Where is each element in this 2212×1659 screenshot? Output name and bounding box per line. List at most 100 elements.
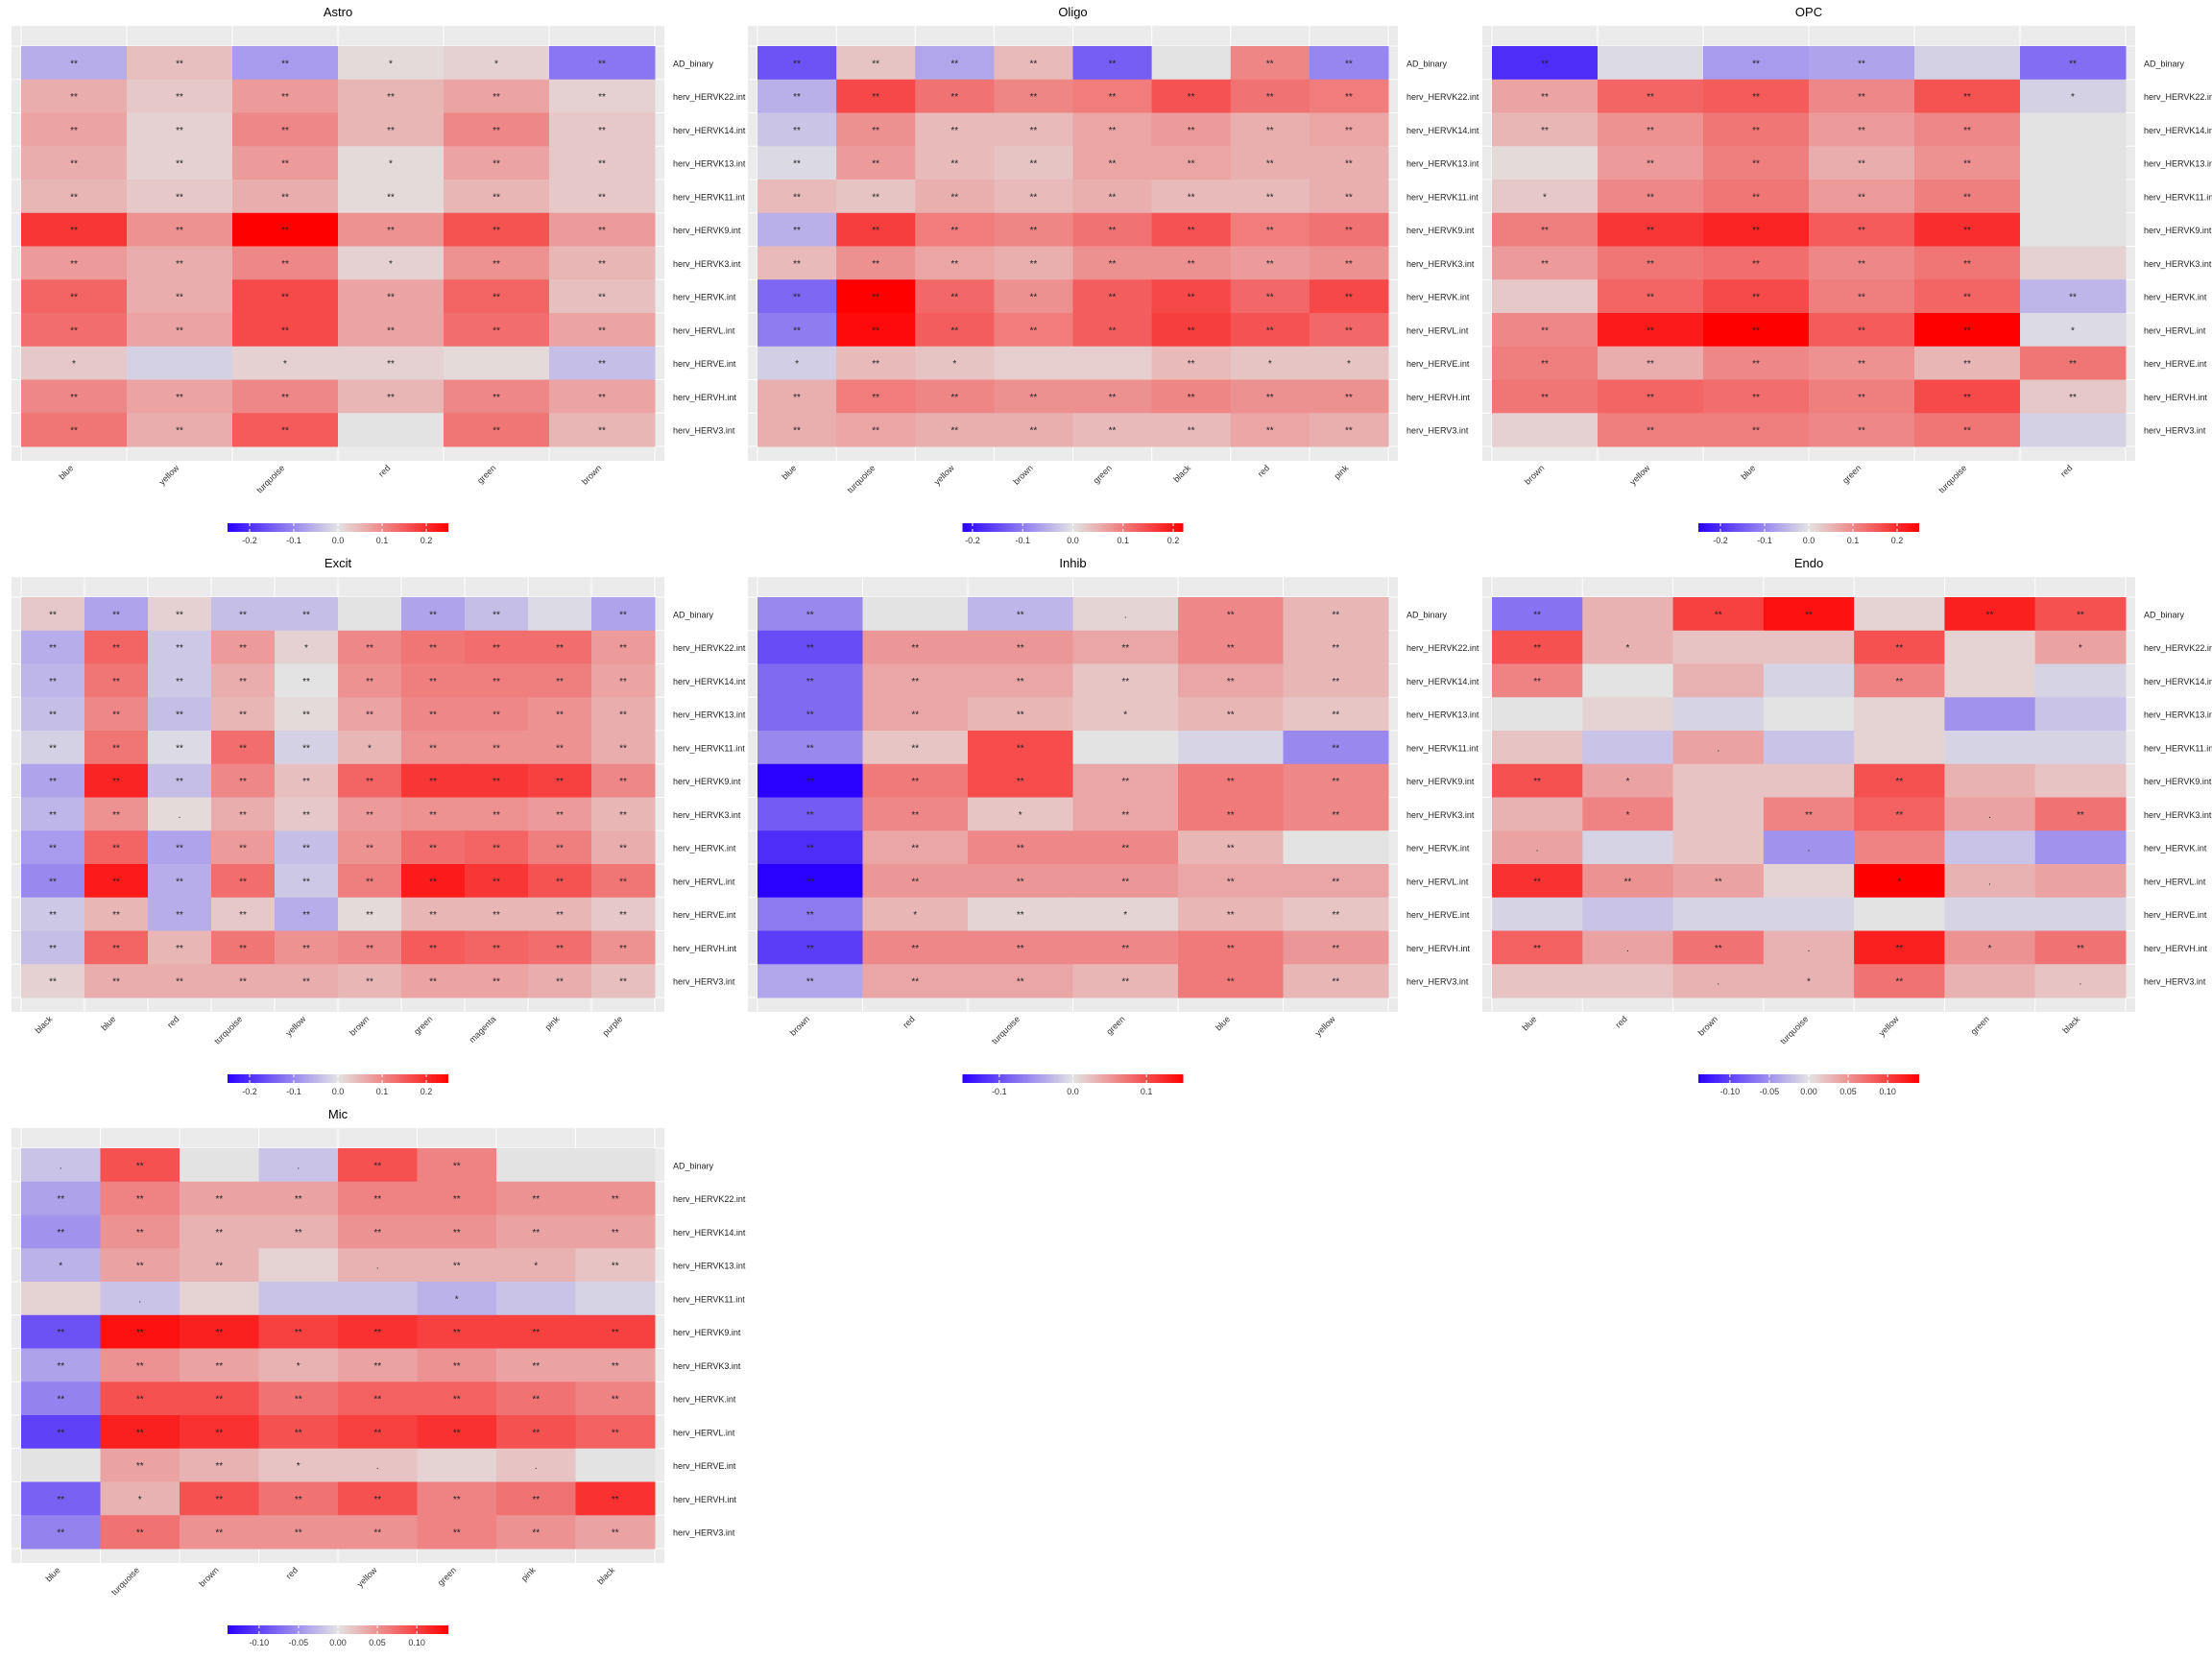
heatmap-cell (417, 1181, 497, 1215)
heatmap-cell (968, 697, 1073, 732)
significance-marker: ** (532, 1328, 540, 1338)
significance-marker: ** (556, 743, 564, 754)
significance-marker: ** (793, 325, 801, 336)
column-label: red (2058, 463, 2074, 478)
significance-marker: ** (1895, 810, 1903, 821)
row-label: herv_HERV3.int (2144, 426, 2206, 436)
heatmap-cell (1309, 413, 1389, 447)
row-label: herv_HERVK9.int (2144, 777, 2212, 786)
significance-marker: ** (1017, 977, 1024, 988)
column-label: yellow (1877, 1014, 1901, 1038)
heatmap-cell (836, 346, 916, 380)
heatmap-cell (549, 112, 656, 147)
row-label: AD_binary (2144, 610, 2185, 619)
significance-marker: . (1536, 844, 1539, 854)
heatmap-cell (275, 663, 339, 698)
heatmap-cell (258, 1214, 339, 1249)
heatmap-cell (2020, 379, 2127, 414)
significance-marker: ** (239, 677, 247, 687)
column-label: green (1840, 463, 1863, 485)
row-label: herv_HERV3.int (673, 1528, 735, 1538)
column-label: turquoise (990, 1014, 1022, 1046)
significance-marker: * (1625, 777, 1629, 787)
heatmap-cell (575, 1282, 656, 1316)
heatmap-cell (496, 1248, 576, 1283)
row-label: AD_binary (673, 610, 714, 619)
row-label: AD_binary (2144, 59, 2185, 68)
significance-marker: ** (70, 226, 78, 236)
row-label: herv_HERVK.int (1407, 844, 1470, 854)
significance-marker: ** (1188, 426, 1195, 437)
heatmap-cell (1309, 212, 1389, 247)
heatmap-cell (1914, 112, 2021, 147)
heatmap-cell (258, 1314, 339, 1349)
significance-marker: ** (806, 944, 814, 954)
heatmap-cell (2020, 279, 2127, 314)
heatmap-cell (1492, 146, 1599, 180)
significance-marker: ** (57, 1194, 64, 1205)
heatmap-cell (444, 180, 550, 214)
significance-marker: ** (57, 1495, 64, 1505)
significance-marker: ** (1266, 159, 1274, 170)
significance-marker: ** (1109, 59, 1117, 69)
legend-tick-label: 0.0 (332, 536, 345, 545)
significance-marker: ** (493, 325, 500, 336)
significance-marker: ** (49, 610, 57, 620)
significance-marker: ** (176, 259, 183, 270)
significance-marker: ** (1266, 393, 1274, 403)
heatmap-cell (1283, 731, 1389, 765)
significance-marker: ** (619, 810, 627, 821)
significance-marker: ** (493, 877, 500, 887)
heatmap-cell (444, 46, 550, 81)
significance-marker: ** (295, 1328, 302, 1338)
significance-marker: * (138, 1495, 142, 1505)
heatmap-cell (338, 379, 445, 414)
heatmap-cell (994, 46, 1073, 81)
heatmap-cell (127, 279, 233, 314)
legend-tick-label: 0.2 (421, 536, 433, 545)
row-label: herv_HERVK.int (673, 1395, 736, 1405)
heatmap-cell (180, 1515, 259, 1550)
heatmap-cell (100, 1348, 180, 1382)
significance-marker: ** (57, 1328, 64, 1338)
significance-marker: ** (302, 777, 310, 787)
significance-marker: ** (1345, 126, 1353, 136)
significance-marker: ** (1017, 877, 1024, 887)
significance-marker: ** (1227, 877, 1235, 887)
row-label: herv_HERVK11.int (2144, 743, 2212, 753)
heatmap-cell (994, 279, 1073, 314)
legend-colorbar (1698, 1074, 1919, 1083)
significance-marker: * (1123, 710, 1127, 721)
significance-marker: ** (1332, 743, 1339, 754)
significance-marker: ** (1752, 159, 1760, 170)
significance-marker: ** (872, 59, 879, 69)
row-label: herv_HERVK13.int (1407, 159, 1479, 169)
significance-marker: ** (176, 426, 183, 437)
heatmap-cell (417, 1314, 497, 1349)
significance-marker: ** (911, 977, 919, 988)
heatmap-cell (549, 413, 656, 447)
heatmap-cell (1944, 597, 2036, 632)
row-label: herv_HERVH.int (2144, 944, 2207, 953)
heatmap-cell (21, 964, 85, 998)
significance-marker: ** (281, 325, 289, 336)
heatmap-cell (862, 930, 969, 965)
panel-title: Mic (328, 1107, 349, 1121)
heatmap-cell (148, 964, 212, 998)
column-label: blue (57, 463, 75, 481)
significance-marker: ** (493, 777, 500, 787)
heatmap-cell (915, 112, 995, 147)
significance-marker: ** (1895, 777, 1903, 787)
significance-marker: ** (793, 59, 801, 69)
significance-marker: ** (1858, 192, 1865, 203)
row-label: herv_HERVK14.int (1407, 126, 1479, 135)
heatmap-cell (915, 212, 995, 247)
significance-marker: ** (281, 426, 289, 437)
significance-marker: * (389, 159, 393, 170)
significance-marker: ** (1227, 810, 1235, 821)
heatmap-panel-endo: Endo** ** ** ** **** * ** *** **.** * *** ** **. **..… (1482, 556, 2212, 1096)
heatmap-cell (1914, 79, 2021, 113)
significance-marker: ** (239, 977, 247, 988)
heatmap-cell (994, 346, 1073, 380)
heatmap-cell (1072, 313, 1153, 348)
